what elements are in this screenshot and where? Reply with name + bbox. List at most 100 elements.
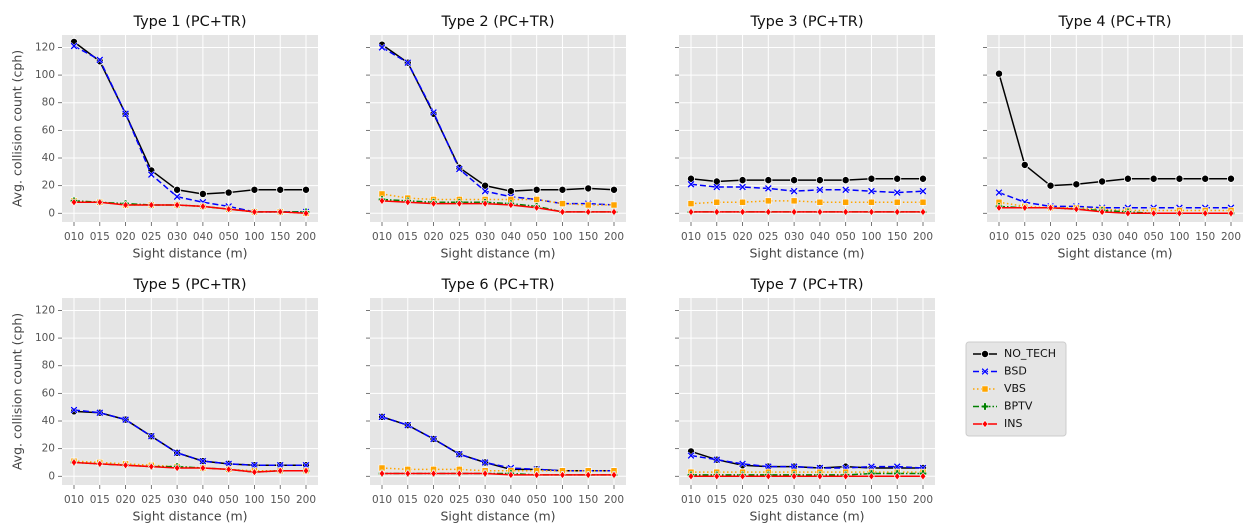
y-tick-label: 0 bbox=[48, 470, 55, 482]
x-tick-label: 025 bbox=[758, 231, 778, 243]
marker bbox=[173, 192, 182, 201]
marker bbox=[430, 469, 437, 478]
series-line bbox=[381, 467, 614, 472]
marker bbox=[738, 183, 747, 191]
x-tick-label: 020 bbox=[116, 494, 136, 506]
plot-area bbox=[679, 298, 935, 485]
series-line bbox=[381, 416, 614, 472]
marker bbox=[250, 461, 259, 470]
marker bbox=[1176, 209, 1183, 218]
marker bbox=[738, 459, 747, 468]
legend-label: BSD bbox=[1004, 365, 1027, 378]
series-line bbox=[690, 454, 924, 469]
x-tick-label: 150 bbox=[1195, 231, 1215, 243]
marker bbox=[764, 197, 772, 205]
x-tick-label: 200 bbox=[296, 231, 316, 243]
marker bbox=[687, 180, 695, 189]
marker bbox=[404, 469, 412, 478]
marker bbox=[1150, 209, 1157, 218]
marker bbox=[95, 55, 104, 64]
marker bbox=[1021, 203, 1029, 212]
marker bbox=[713, 472, 721, 481]
marker bbox=[481, 187, 490, 196]
x-tick-label: 050 bbox=[1144, 231, 1164, 243]
marker bbox=[455, 165, 464, 174]
legend-label: VBS bbox=[1004, 382, 1026, 395]
chart-title: Type 2 (PC+TR) bbox=[440, 14, 554, 30]
x-tick-label: 150 bbox=[270, 494, 290, 506]
marker bbox=[481, 458, 490, 467]
marker bbox=[816, 472, 824, 481]
x-tick-label: 200 bbox=[604, 231, 624, 243]
marker bbox=[981, 402, 989, 411]
x-tick-label: 150 bbox=[887, 231, 907, 243]
y-axis-label: Avg. collision count (cph) bbox=[10, 50, 25, 207]
subplot: 010 015 020 025 030 040 050 100 150 200 Type 3 (PC… bbox=[675, 14, 935, 261]
marker bbox=[559, 200, 566, 207]
marker bbox=[559, 207, 566, 216]
marker bbox=[147, 432, 156, 441]
y-tick-label: 120 bbox=[35, 41, 55, 53]
marker bbox=[1175, 174, 1184, 183]
marker bbox=[610, 470, 618, 479]
x-tick-label: 200 bbox=[913, 494, 933, 506]
marker bbox=[302, 466, 310, 475]
marker bbox=[455, 450, 464, 459]
marker bbox=[147, 170, 156, 179]
marker bbox=[919, 472, 927, 481]
x-tick-label: 020 bbox=[1041, 231, 1061, 243]
plot-area bbox=[679, 35, 935, 222]
marker bbox=[739, 472, 746, 481]
y-tick-label: 60 bbox=[42, 387, 55, 399]
x-tick-label: 010 bbox=[64, 231, 84, 243]
x-tick-label: 100 bbox=[244, 494, 264, 506]
series-line bbox=[382, 472, 614, 476]
marker bbox=[1149, 174, 1158, 183]
marker bbox=[867, 187, 876, 196]
marker bbox=[841, 185, 850, 194]
x-tick-label: 030 bbox=[167, 231, 187, 243]
x-tick-label: 150 bbox=[578, 231, 598, 243]
marker bbox=[378, 412, 386, 421]
marker bbox=[867, 462, 876, 471]
series-line bbox=[998, 201, 1231, 212]
x-tick-label: 020 bbox=[116, 231, 136, 243]
x-tick-label: 040 bbox=[501, 494, 521, 506]
marker bbox=[790, 176, 799, 185]
x-tick-label: 050 bbox=[527, 494, 547, 506]
marker bbox=[981, 349, 990, 358]
x-axis-label: Sight distance (m) bbox=[440, 246, 555, 261]
series-line bbox=[73, 409, 306, 466]
x-tick-label: 015 bbox=[707, 494, 727, 506]
x-tick-label: 030 bbox=[475, 494, 495, 506]
marker bbox=[1123, 174, 1132, 183]
x-tick-label: 015 bbox=[398, 231, 418, 243]
marker bbox=[481, 469, 489, 478]
x-tick-label: 015 bbox=[1015, 231, 1035, 243]
marker bbox=[790, 207, 798, 216]
marker bbox=[712, 455, 721, 464]
marker bbox=[506, 187, 515, 196]
plot-area bbox=[62, 298, 318, 485]
marker bbox=[403, 58, 412, 67]
marker bbox=[378, 469, 386, 478]
marker bbox=[868, 198, 875, 206]
x-tick-label: 025 bbox=[1066, 231, 1086, 243]
marker bbox=[610, 201, 618, 209]
y-axis-label: Avg. collision count (cph) bbox=[10, 313, 25, 470]
series-line bbox=[74, 201, 307, 215]
x-tick-label: 015 bbox=[398, 494, 418, 506]
marker bbox=[1098, 177, 1107, 186]
marker bbox=[173, 200, 181, 210]
x-tick-label: 040 bbox=[810, 231, 830, 243]
marker bbox=[712, 177, 721, 186]
marker bbox=[507, 200, 515, 210]
y-tick-label: 0 bbox=[48, 207, 55, 219]
marker bbox=[610, 207, 618, 216]
x-axis-label: Sight distance (m) bbox=[132, 509, 247, 523]
marker bbox=[764, 184, 773, 193]
marker bbox=[713, 207, 721, 216]
